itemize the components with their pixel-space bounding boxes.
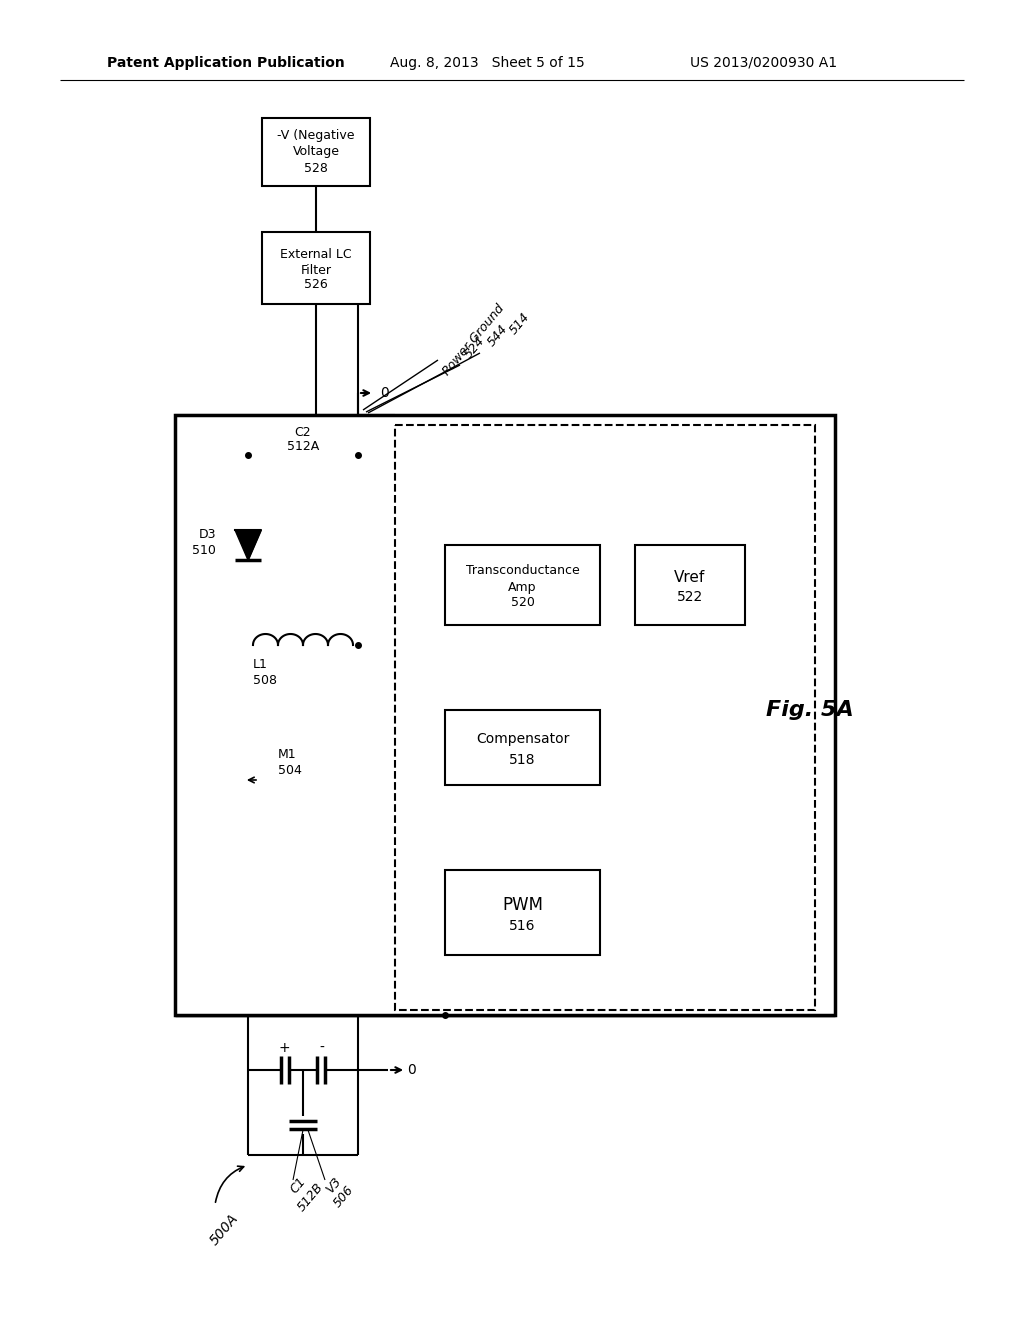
Text: 504: 504 [278,763,302,776]
Text: 520: 520 [511,597,535,610]
Text: Power Ground: Power Ground [440,302,507,378]
Text: PWM: PWM [502,895,543,913]
Bar [445,710,600,785]
Text: -: - [318,1041,324,1055]
Text: 0: 0 [380,385,389,400]
Bar [175,414,835,1015]
Text: 528: 528 [304,161,328,174]
Text: D3: D3 [199,528,216,541]
Polygon shape [234,531,261,560]
Text: Transconductance: Transconductance [466,565,580,578]
Text: 512A: 512A [287,441,319,454]
Text: M1: M1 [278,748,297,762]
Text: 0: 0 [408,1063,417,1077]
Text: Patent Application Publication: Patent Application Publication [106,55,345,70]
Bar [445,870,600,954]
Text: 508: 508 [253,673,278,686]
Text: C2: C2 [295,426,311,440]
Text: 526: 526 [304,279,328,292]
Text: 522: 522 [677,590,703,605]
Text: 516: 516 [509,920,536,933]
Text: 544: 544 [485,322,510,350]
Text: US 2013/0200930 A1: US 2013/0200930 A1 [690,55,838,70]
Text: -V (Negative: -V (Negative [278,129,354,143]
Bar [262,117,370,186]
Text: Voltage: Voltage [293,145,340,158]
Text: Amp: Amp [508,581,537,594]
Text: 510: 510 [193,544,216,557]
Text: Aug. 8, 2013   Sheet 5 of 15: Aug. 8, 2013 Sheet 5 of 15 [390,55,585,70]
Text: 524: 524 [462,335,487,362]
Text: 512B: 512B [295,1180,326,1213]
Bar [635,545,745,624]
Bar [262,232,370,304]
Text: Fig. 5A: Fig. 5A [766,700,854,719]
Text: +: + [279,1041,291,1055]
Text: V3: V3 [323,1175,344,1196]
Text: Filter: Filter [300,264,332,276]
Text: 500A: 500A [207,1212,241,1249]
Bar [395,425,815,1010]
Text: Compensator: Compensator [476,733,569,747]
Text: 506: 506 [331,1184,356,1210]
Text: Vref: Vref [675,569,706,585]
Text: C1: C1 [288,1175,308,1196]
Text: 518: 518 [509,752,536,767]
Text: External LC: External LC [281,248,352,260]
Text: 514: 514 [507,310,532,338]
Text: L1: L1 [253,659,268,672]
Bar [445,545,600,624]
